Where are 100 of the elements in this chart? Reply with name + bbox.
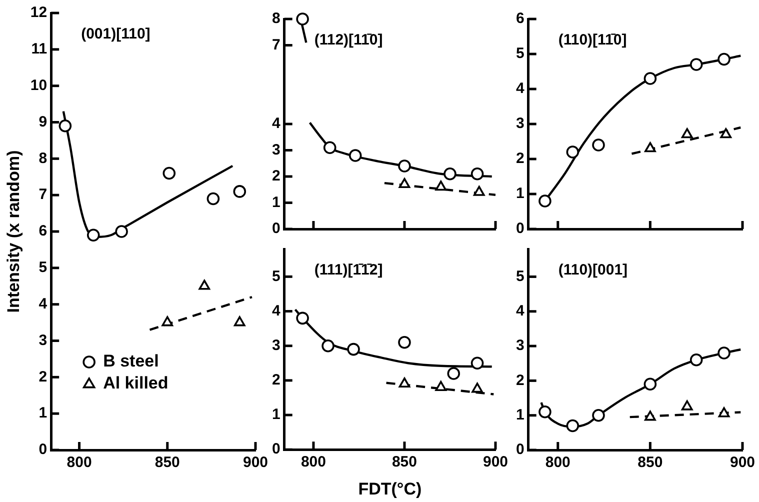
y-tick-label: 4 bbox=[516, 80, 525, 98]
point bbox=[198, 280, 210, 290]
text: (110)[11̄0] bbox=[558, 32, 627, 49]
y-tick-label: 2 bbox=[272, 168, 280, 185]
point bbox=[206, 192, 220, 206]
point bbox=[473, 186, 485, 196]
y-tick-label: 4 bbox=[272, 115, 281, 132]
point bbox=[322, 339, 334, 352]
x-tick-label: 850 bbox=[154, 454, 180, 472]
y-tick-label: 6 bbox=[516, 10, 524, 28]
point bbox=[398, 160, 411, 172]
y-tick-label: 6 bbox=[38, 222, 48, 240]
y-tick-label: 3 bbox=[272, 141, 280, 158]
point bbox=[718, 346, 730, 360]
y-tick-label: 3 bbox=[516, 337, 524, 354]
y-tick-label: 7 bbox=[272, 36, 280, 54]
y-tick-label: 3 bbox=[272, 336, 280, 354]
x-tick-label: 850 bbox=[392, 454, 417, 471]
point bbox=[690, 353, 703, 366]
y-tick-label: 2 bbox=[272, 372, 280, 389]
x-tick-label: 800 bbox=[545, 454, 570, 472]
point bbox=[435, 380, 447, 391]
point bbox=[538, 194, 552, 208]
y-tick-label: 12 bbox=[30, 4, 48, 22]
point bbox=[86, 228, 100, 242]
x-tick-label: 850 bbox=[638, 454, 663, 472]
y-tick-label: 0 bbox=[38, 441, 48, 458]
point bbox=[644, 378, 657, 391]
point bbox=[470, 167, 484, 180]
y-tick-label: 5 bbox=[38, 259, 48, 276]
y-tick-label: 2 bbox=[516, 372, 524, 389]
y-tick-label: 3 bbox=[516, 115, 524, 132]
y-axis-title: Intensity (x random) bbox=[4, 150, 23, 313]
point bbox=[323, 141, 336, 154]
x-tick-label: 900 bbox=[730, 454, 755, 472]
point bbox=[644, 410, 656, 421]
y-tick-label: 8 bbox=[272, 10, 280, 28]
legend-label: B steel bbox=[103, 352, 159, 371]
y-tick-label: 4 bbox=[38, 295, 48, 312]
y-tick-label: 7 bbox=[38, 186, 48, 204]
y-tick-label: 5 bbox=[516, 268, 524, 285]
y-tick-label: 11 bbox=[31, 40, 48, 58]
y-tick-label: 2 bbox=[38, 368, 48, 386]
y-tick-label: 0 bbox=[516, 441, 524, 458]
y-tick-label: 5 bbox=[516, 45, 524, 62]
point bbox=[234, 316, 246, 326]
point bbox=[398, 377, 410, 388]
y-tick-label: 4 bbox=[272, 302, 281, 320]
point bbox=[348, 149, 362, 162]
y-tick-label: 9 bbox=[38, 113, 48, 130]
y-tick-label: 8 bbox=[38, 150, 48, 167]
point bbox=[644, 72, 657, 85]
point bbox=[681, 128, 693, 138]
y-tick-label: 0 bbox=[272, 440, 280, 458]
point bbox=[162, 316, 174, 326]
point bbox=[435, 180, 447, 191]
x-tick-label: 900 bbox=[482, 454, 508, 471]
y-tick-label: 1 bbox=[516, 406, 524, 424]
point bbox=[718, 52, 730, 66]
point bbox=[681, 400, 693, 410]
y-tick-label: 1 bbox=[272, 194, 280, 211]
point bbox=[115, 225, 128, 238]
text: (112)[11̄0] bbox=[314, 32, 383, 49]
point bbox=[398, 336, 411, 349]
y-tick-label: 3 bbox=[38, 332, 48, 349]
point bbox=[644, 142, 656, 152]
y-tick-label: 0 bbox=[272, 220, 280, 238]
y-tick-label: 4 bbox=[516, 302, 525, 320]
point bbox=[444, 167, 456, 180]
y-tick-label: 10 bbox=[30, 76, 48, 94]
point bbox=[447, 367, 460, 380]
point bbox=[398, 178, 410, 188]
y-tick-label: 2 bbox=[516, 150, 524, 168]
point bbox=[718, 407, 730, 418]
y-tick-label: 0 bbox=[516, 220, 524, 238]
point bbox=[296, 312, 309, 325]
point bbox=[566, 419, 580, 432]
point bbox=[58, 119, 72, 132]
point bbox=[347, 342, 360, 356]
text: (001)[110] bbox=[81, 26, 150, 43]
point bbox=[690, 58, 703, 71]
text: (111)[1̄1̄2] bbox=[314, 262, 383, 279]
point bbox=[538, 405, 552, 418]
x-axis-title: FDT(°C) bbox=[358, 479, 422, 498]
point bbox=[592, 138, 605, 152]
x-tick-label: 800 bbox=[300, 454, 326, 471]
point bbox=[720, 128, 732, 138]
point bbox=[296, 12, 309, 26]
point bbox=[162, 166, 176, 180]
point bbox=[470, 356, 484, 370]
y-tick-label: 1 bbox=[38, 404, 48, 422]
y-tick-label: 1 bbox=[516, 185, 524, 202]
text: (110)[001] bbox=[558, 262, 628, 279]
legend-label: Al killed bbox=[103, 374, 168, 393]
point bbox=[592, 408, 605, 422]
point bbox=[233, 185, 246, 198]
y-tick-label: 5 bbox=[272, 268, 280, 285]
x-tick-label: 800 bbox=[66, 454, 92, 472]
point bbox=[566, 146, 580, 158]
point bbox=[472, 382, 483, 393]
